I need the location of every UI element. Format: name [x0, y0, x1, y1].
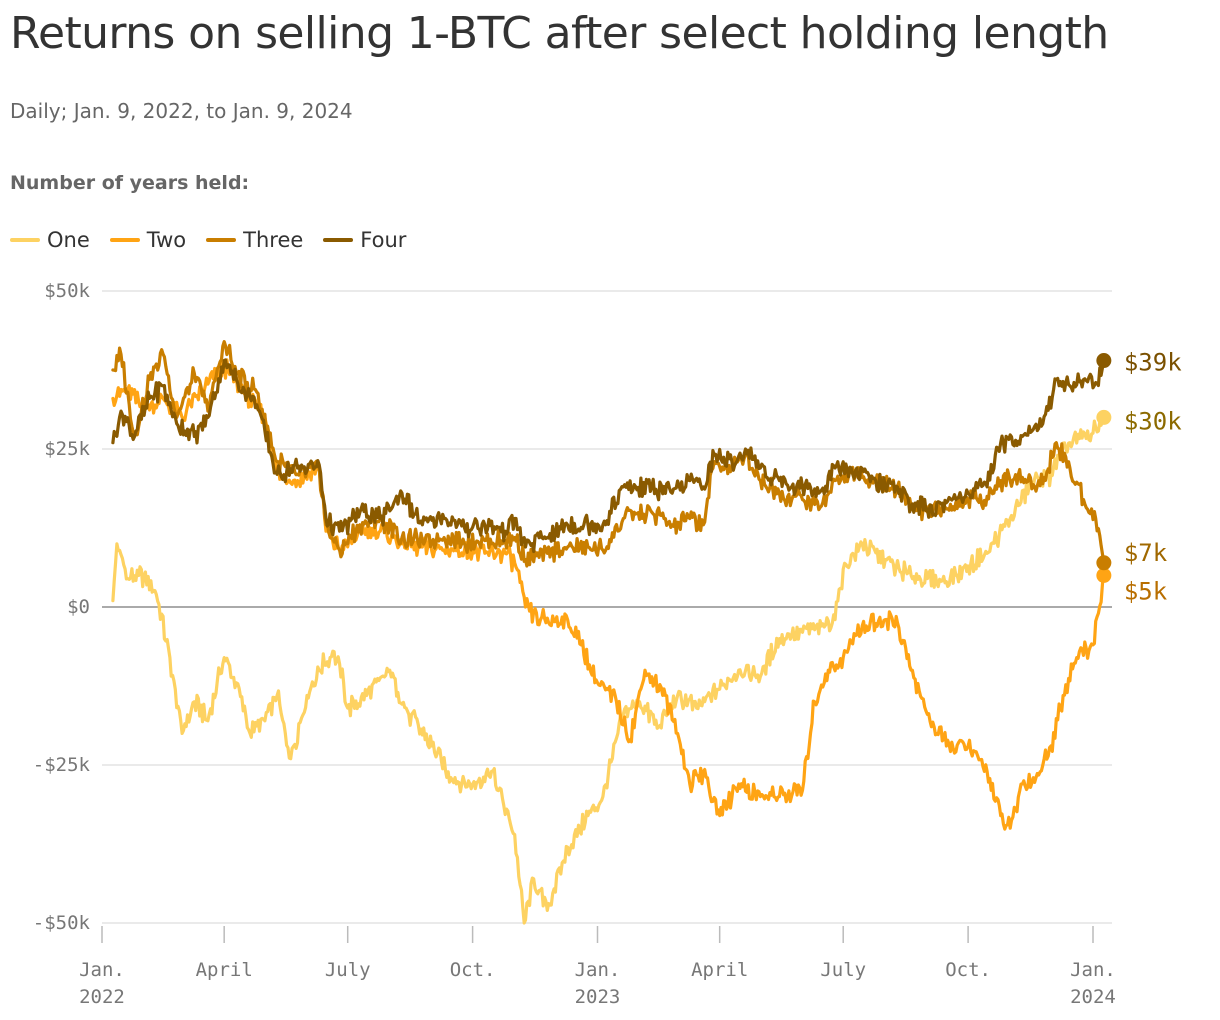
legend-swatch [206, 238, 237, 242]
end-dot-two [1096, 567, 1112, 583]
x-tick-label: July [820, 959, 866, 981]
end-label-three: $7k [1124, 539, 1168, 567]
y-tick-label: $50k [44, 280, 90, 302]
x-tick-year: 2023 [575, 986, 621, 1008]
legend-label: Four [360, 228, 407, 252]
y-tick-label: -$50k [33, 912, 91, 934]
x-tick-label: Oct. [945, 959, 991, 981]
end-dot-four [1096, 353, 1112, 369]
legend-swatch [109, 238, 140, 242]
x-tick-label: April [196, 959, 253, 981]
series-line-one [111, 415, 1106, 925]
legend-swatch [323, 238, 354, 242]
x-tick-label: Jan. [79, 959, 125, 981]
legend-item-one: One [10, 228, 90, 252]
x-tick-year: 2024 [1070, 986, 1116, 1008]
legend-label: One [47, 228, 90, 252]
legend-item-three: Three [206, 228, 303, 252]
series-line-four [111, 358, 1106, 554]
x-tick-year: 2022 [79, 986, 125, 1008]
end-label-four: $39k [1124, 349, 1182, 377]
x-tick-label: July [325, 959, 371, 981]
legend-title: Number of years held: [10, 172, 250, 194]
end-dot-three [1096, 555, 1112, 571]
chart-subtitle: Daily; Jan. 9, 2022, to Jan. 9, 2024 [10, 99, 353, 123]
legend-swatch [10, 238, 40, 242]
legend: One Two Three Four [10, 228, 426, 252]
x-tick-label: Jan. [1070, 959, 1116, 981]
x-tick-label: Jan. [575, 959, 621, 981]
legend-label: Three [243, 228, 304, 252]
series-line-two [111, 358, 1106, 831]
series-line-three [111, 340, 1106, 568]
end-label-two: $5k [1124, 577, 1168, 605]
legend-label: Two [146, 228, 187, 252]
y-tick-label: $0 [67, 596, 90, 618]
x-tick-label: April [691, 959, 748, 981]
legend-item-four: Four [323, 228, 406, 252]
y-tick-label: $25k [44, 438, 90, 460]
end-label-one: $30k [1124, 407, 1182, 435]
x-tick-label: Oct. [450, 959, 496, 981]
chart-title: Returns on selling 1-BTC after select ho… [10, 8, 1109, 59]
y-tick-label: -$25k [33, 754, 91, 776]
legend-item-two: Two [109, 228, 187, 252]
end-dot-one [1096, 409, 1112, 425]
